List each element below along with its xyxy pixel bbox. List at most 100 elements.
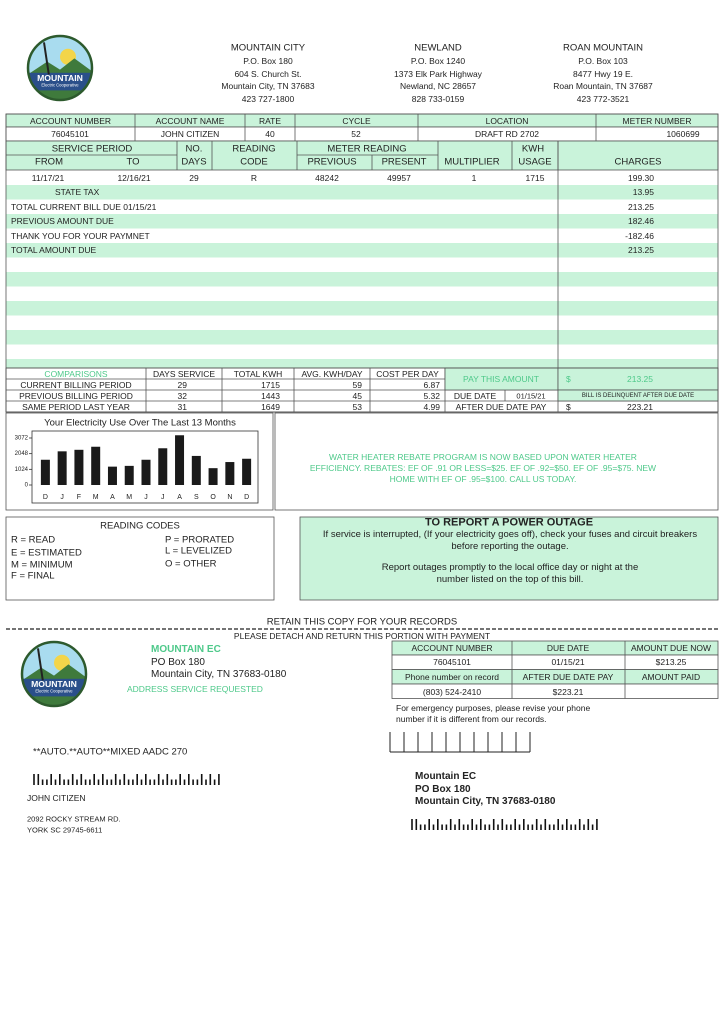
- logo-pole: [37, 648, 44, 681]
- charge-amount: 182.46: [628, 216, 654, 226]
- office-line: 423 772-3521: [576, 93, 630, 104]
- reading-code: E = ESTIMATED: [11, 547, 82, 559]
- x-tick-label: M: [126, 494, 132, 501]
- row-label: PREVIOUS BILLING PERIOD: [19, 390, 133, 401]
- column-header: RATE: [258, 115, 282, 126]
- charge-label: THANK YOU FOR YOUR PAYMNET: [11, 230, 150, 241]
- logo-ring: [20, 640, 88, 708]
- emergency-note: For emergency purposes, please revise yo…: [396, 703, 591, 724]
- cell-value: 1: [471, 172, 477, 183]
- cell-value: 49957: [387, 172, 411, 183]
- table-border: [5, 367, 719, 413]
- bar: [107, 466, 117, 485]
- bar: [124, 465, 134, 485]
- column-header: AMOUNT PAID: [641, 671, 701, 682]
- bar: [208, 468, 218, 485]
- outage-title: TO REPORT A POWER OUTAGE: [424, 516, 594, 529]
- charge-label: STATE TAX: [55, 187, 100, 197]
- office-line: Roan Mountain, TN 37687: [553, 81, 653, 92]
- column-header: LOCATION: [485, 115, 529, 126]
- bar: [141, 459, 151, 485]
- address-service: ADDRESS SERVICE REQUESTED: [127, 683, 263, 694]
- group-header: READING: [232, 143, 276, 155]
- column-header: TOTAL KWH: [233, 368, 283, 379]
- detach-note: PLEASE DETACH AND RETURN THIS PORTION WI…: [233, 630, 491, 641]
- office-line: 423 727-1800: [241, 93, 295, 104]
- column-header: PRESENT: [381, 156, 427, 168]
- office-name: ROAN MOUNTAIN: [562, 42, 644, 54]
- office-line: P.O. Box 180: [243, 55, 293, 66]
- logo-tagline: Electric Cooperative: [41, 83, 79, 88]
- x-tick-label: A: [110, 494, 115, 501]
- cell-value: 5.32: [423, 390, 440, 401]
- bar: [91, 446, 101, 485]
- codes-box: [5, 516, 275, 601]
- after-label: AFTER DUE DATE PAY: [455, 401, 547, 412]
- cell-value: 29: [177, 379, 187, 390]
- cell-value: 1443: [261, 390, 280, 401]
- company-line: PO Box 180: [151, 657, 205, 668]
- x-tick-label: N: [227, 494, 232, 501]
- logo-name: MOUNTAIN: [37, 73, 83, 83]
- office-line: Mountain City, TN 37683: [221, 81, 315, 92]
- office-line: Newland, NC 28657: [399, 81, 477, 92]
- column-header: CYCLE: [342, 115, 371, 126]
- cell-value: 59: [352, 379, 362, 390]
- y-tick-label: 3072: [15, 436, 29, 442]
- company-line: Mountain City, TN 37683-0180: [151, 669, 287, 680]
- reading-code: M = MINIMUM: [11, 559, 73, 571]
- stripe: [6, 214, 718, 229]
- row-label: SAME PERIOD LAST YEAR: [22, 401, 130, 412]
- column-header: ACCOUNT NUMBER: [29, 115, 112, 126]
- cell-value: 40: [265, 128, 275, 139]
- customer-line: YORK SC 29745-6611: [27, 825, 103, 835]
- cell-value: 4.99: [423, 401, 440, 412]
- bar: [158, 448, 168, 485]
- currency: $: [566, 373, 571, 384]
- office-line: P.O. Box 103: [578, 55, 628, 66]
- cell-value: 1715: [525, 172, 545, 183]
- cell-value: 199.30: [628, 172, 654, 183]
- y-tick-label: 1024: [15, 467, 29, 473]
- y-tick-label: 0: [25, 483, 29, 489]
- group-header: KWH: [521, 143, 545, 155]
- due-date: 01/15/21: [516, 390, 546, 400]
- bar: [57, 451, 67, 485]
- reading-code: L = LEVELIZED: [165, 545, 232, 557]
- chart-title: Your Electricity Use Over The Last 13 Mo…: [44, 417, 236, 429]
- x-tick-label: O: [210, 494, 216, 501]
- currency: $: [566, 401, 571, 412]
- bar: [74, 449, 84, 485]
- section-title: COMPARISONS: [44, 368, 108, 379]
- x-tick-label: M: [93, 494, 99, 501]
- column-header: CHARGES: [614, 156, 662, 168]
- column-header: AFTER DUE DATE PAY: [522, 671, 614, 682]
- group-header: SERVICE PERIOD: [51, 143, 133, 155]
- group-header: METER READING: [327, 143, 407, 155]
- cell-value: 29: [189, 172, 199, 183]
- company-name: MOUNTAIN EC: [151, 644, 221, 655]
- bar: [40, 459, 50, 485]
- column-header: DAYS: [181, 156, 207, 168]
- stripe: [6, 330, 718, 345]
- retain-note: RETAIN THIS COPY FOR YOUR RECORDS: [266, 616, 458, 628]
- mail-code: **AUTO.**AUTO**MIXED AADC 270: [33, 746, 188, 758]
- column-header: ACCOUNT NAME: [155, 115, 225, 126]
- x-tick-label: J: [161, 494, 165, 501]
- logo-name: MOUNTAIN: [31, 679, 77, 689]
- customer-line: 2092 ROCKY STREAM RD.: [27, 814, 121, 824]
- cell-value: R: [250, 172, 258, 183]
- column-header: DAYS SERVICE: [152, 368, 216, 379]
- cell-value: 31: [177, 401, 187, 412]
- cell-value: 53: [352, 401, 362, 412]
- column-header: TO: [126, 156, 140, 168]
- office-name: NEWLAND: [414, 42, 462, 54]
- cell-value: 1060699: [666, 128, 700, 139]
- office-line: 604 S. Church St.: [234, 68, 302, 79]
- column-header: AVG. KWH/DAY: [301, 368, 363, 379]
- column-header: MULTIPLIER: [444, 156, 500, 168]
- remit-line: Mountain City, TN 37683-0180: [415, 796, 556, 807]
- cell-value: 11/17/21: [31, 172, 65, 183]
